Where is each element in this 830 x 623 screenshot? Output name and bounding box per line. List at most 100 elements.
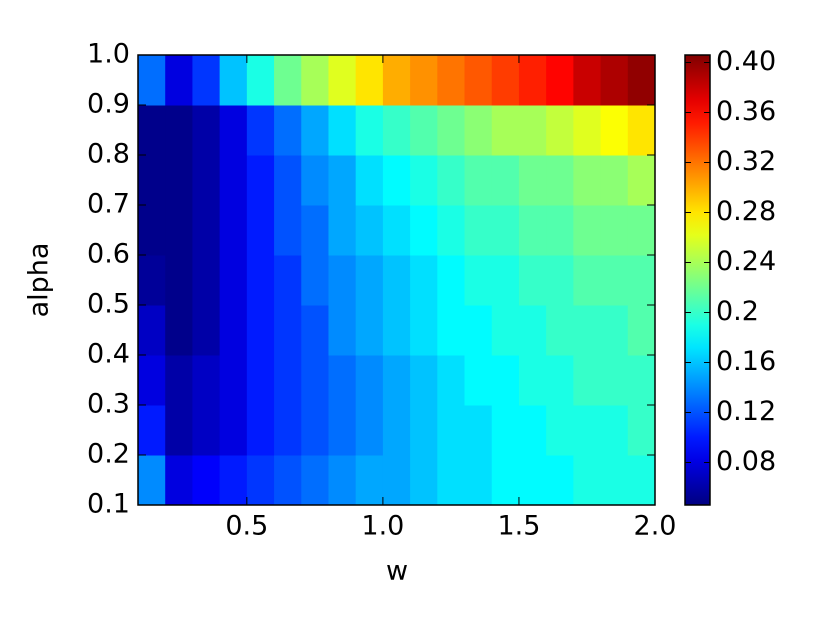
heatmap-cell xyxy=(246,55,275,106)
heatmap-cell xyxy=(165,355,193,406)
heatmap-cell xyxy=(518,205,547,256)
heatmap-cell xyxy=(219,455,248,506)
heatmap-cell xyxy=(464,255,493,306)
heatmap-cell xyxy=(355,455,384,506)
heatmap-cell xyxy=(546,455,574,506)
heatmap-cell xyxy=(274,105,302,156)
heatmap-cell xyxy=(573,405,602,456)
heatmap-cell xyxy=(274,55,302,106)
heatmap-cell xyxy=(573,455,602,506)
heatmap-cell xyxy=(491,355,520,406)
heatmap-cell xyxy=(382,205,411,256)
heatmap-cell xyxy=(464,205,493,256)
heatmap-cell xyxy=(410,55,438,106)
heatmap-cell xyxy=(382,355,411,406)
x-tick-label: 2.0 xyxy=(634,511,677,542)
heatmap-cell xyxy=(274,155,302,206)
heatmap-cell xyxy=(355,355,384,406)
heatmap-cell xyxy=(138,455,166,506)
heatmap-cell xyxy=(410,155,438,206)
heatmap-cell xyxy=(192,355,221,406)
heatmap-cell xyxy=(464,355,493,406)
heatmap-cell xyxy=(410,455,438,506)
heatmap-cell xyxy=(464,455,493,506)
heatmap-cell xyxy=(546,305,574,356)
heatmap-cell xyxy=(274,455,302,506)
colorbar-tick-label: 0.08 xyxy=(716,446,776,477)
heatmap-cell xyxy=(627,305,656,356)
heatmap-cell xyxy=(627,355,656,406)
heatmap-cell xyxy=(437,155,466,206)
colorbar xyxy=(684,54,711,506)
heatmap-cell xyxy=(491,55,520,106)
heatmap-cell xyxy=(219,355,248,406)
heatmap-cell xyxy=(437,255,466,306)
colorbar-tick-label: 0.36 xyxy=(716,96,776,127)
heatmap-cell xyxy=(301,55,329,106)
heatmap-cell xyxy=(491,405,520,456)
heatmap-cell xyxy=(219,405,248,456)
heatmap-cell xyxy=(491,305,520,356)
heatmap-cell xyxy=(382,155,411,206)
heatmap-cell xyxy=(627,55,656,106)
heatmap-cell xyxy=(355,55,384,106)
y-tick-label: 0.1 xyxy=(87,489,130,520)
heatmap-cell xyxy=(165,405,193,456)
heatmap-cell xyxy=(546,155,574,206)
heatmap-cell xyxy=(491,205,520,256)
heatmap-cell xyxy=(301,105,329,156)
heatmap-cell xyxy=(328,105,357,156)
heatmap-cell xyxy=(464,155,493,206)
y-tick-label: 1.0 xyxy=(87,39,130,70)
heatmap-cell xyxy=(328,355,357,406)
heatmap-cell xyxy=(573,55,602,106)
heatmap-cell xyxy=(219,305,248,356)
heatmap-cell xyxy=(192,405,221,456)
heatmap-cell xyxy=(518,405,547,456)
heatmap-cell xyxy=(518,55,547,106)
heatmap-cell xyxy=(192,305,221,356)
heatmap-cell xyxy=(192,255,221,306)
y-tick-label: 0.3 xyxy=(87,389,130,420)
heatmap-cell xyxy=(546,105,574,156)
heatmap-cell xyxy=(437,105,466,156)
heatmap-cell xyxy=(518,455,547,506)
heatmap-cell xyxy=(355,205,384,256)
heatmap-cell xyxy=(274,355,302,406)
heatmap-cell xyxy=(355,305,384,356)
heatmap-cell xyxy=(274,255,302,306)
heatmap-cell xyxy=(246,305,275,356)
heatmap-cell xyxy=(355,155,384,206)
colorbar-tick-label: 0.12 xyxy=(716,396,776,427)
heatmap-cell xyxy=(138,255,166,306)
colorbar-tick-label: 0.32 xyxy=(716,146,776,177)
heatmap-cell xyxy=(382,455,411,506)
heatmap-cell xyxy=(301,355,329,406)
heatmap-cell xyxy=(437,205,466,256)
x-axis-label: w xyxy=(386,556,408,587)
heatmap-cell xyxy=(518,105,547,156)
heatmap-cell xyxy=(219,255,248,306)
heatmap-cell xyxy=(464,405,493,456)
heatmap-cell xyxy=(600,155,629,206)
x-tick-label: 1.0 xyxy=(361,511,404,542)
heatmap-cell xyxy=(192,205,221,256)
heatmap-cell xyxy=(165,255,193,306)
heatmap-cell xyxy=(464,105,493,156)
heatmap-cell xyxy=(437,305,466,356)
heatmap-cell xyxy=(573,205,602,256)
heatmap-cell xyxy=(219,155,248,206)
heatmap-cell xyxy=(600,255,629,306)
heatmap-cell xyxy=(328,155,357,206)
heatmap-cell xyxy=(382,255,411,306)
heatmap-cell xyxy=(274,205,302,256)
heatmap-cell xyxy=(328,405,357,456)
heatmap-cell xyxy=(518,155,547,206)
heatmap-cell xyxy=(600,405,629,456)
heatmap-cell xyxy=(491,155,520,206)
y-tick-label: 0.9 xyxy=(87,89,130,120)
heatmap-cell xyxy=(546,255,574,306)
heatmap-cell xyxy=(165,305,193,356)
heatmap-cell xyxy=(246,405,275,456)
heatmap-cell xyxy=(546,55,574,106)
